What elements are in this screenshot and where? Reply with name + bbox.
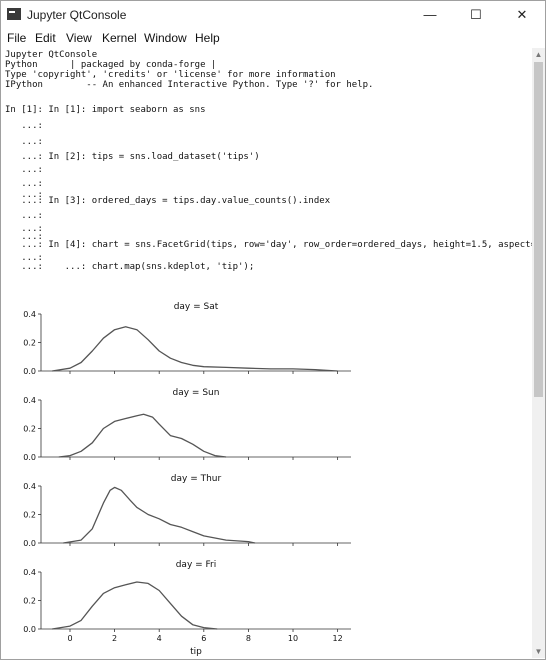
banner-line: Type 'copyright', 'credits' or 'license'… xyxy=(5,70,336,80)
console-line: ...: In [3]: ordered_days = tips.day.val… xyxy=(5,196,331,206)
scrollbar-thumb[interactable] xyxy=(534,62,543,397)
panel-title: day = Thur xyxy=(171,474,222,484)
scroll-down-icon[interactable]: ▼ xyxy=(534,647,543,656)
vertical-scrollbar[interactable]: ▲ ▼ xyxy=(532,48,545,658)
kde-curve xyxy=(58,413,227,458)
panel-title: day = Sun xyxy=(173,388,220,398)
kde-curve xyxy=(63,486,256,544)
console-line: ...: xyxy=(5,137,43,147)
console-line: ...: xyxy=(5,165,43,175)
banner-line: Jupyter QtConsole xyxy=(5,50,98,60)
console-line: ...: xyxy=(5,253,43,263)
console-line: ...: xyxy=(5,224,43,234)
x-tick-label: 10 xyxy=(288,634,298,643)
panel-title: day = Sat xyxy=(174,302,219,312)
menu-help[interactable]: Help xyxy=(195,31,220,45)
console-line: ...: xyxy=(5,232,43,242)
y-tick-label: 0.4 xyxy=(23,482,36,491)
banner-line: IPython -- An enhanced Interactive Pytho… xyxy=(5,80,374,90)
console-line: ...: xyxy=(5,190,43,200)
console-line: ...: xyxy=(5,121,43,131)
kde-curve xyxy=(52,581,218,630)
console-output[interactable]: Jupyter QtConsole Python | packaged by c… xyxy=(2,48,532,658)
x-tick-label: 12 xyxy=(333,634,343,643)
console-line: In [1]: In [1]: import seaborn as sns xyxy=(5,105,206,115)
scroll-up-icon[interactable]: ▲ xyxy=(534,50,543,59)
kde-curve xyxy=(52,326,338,372)
maximize-button[interactable]: ☐ xyxy=(470,7,482,22)
close-button[interactable]: ✕ xyxy=(516,7,528,22)
y-tick-label: 0.2 xyxy=(23,511,36,520)
y-tick-label: 0.2 xyxy=(23,339,36,348)
banner-line: Python | packaged by conda-forge | xyxy=(5,60,217,70)
minimize-button[interactable]: — xyxy=(423,7,437,22)
console-line: ...: In [2]: tips = sns.load_dataset('ti… xyxy=(5,152,260,162)
y-tick-label: 0.4 xyxy=(23,568,36,577)
y-tick-label: 0.4 xyxy=(23,396,36,405)
console-line: ...: In [4]: chart = sns.FacetGrid(tips,… xyxy=(5,240,532,250)
title-bar[interactable]: Jupyter QtConsole — ☐ ✕ xyxy=(1,1,545,29)
console-line: ...: ...: chart.map(sns.kdeplot, 'tip'); xyxy=(5,262,255,272)
menu-kernel[interactable]: Kernel xyxy=(102,31,137,45)
y-tick-label: 0.0 xyxy=(23,367,36,376)
y-tick-label: 0.0 xyxy=(23,539,36,548)
window-title: Jupyter QtConsole xyxy=(27,8,127,22)
y-tick-label: 0.2 xyxy=(23,425,36,434)
menu-bar: File Edit View Kernel Window Help xyxy=(1,29,545,47)
panel-title: day = Fri xyxy=(176,560,217,570)
y-tick-label: 0.0 xyxy=(23,453,36,462)
y-tick-label: 0.2 xyxy=(23,597,36,606)
x-tick-label: 4 xyxy=(157,634,162,643)
x-tick-label: 8 xyxy=(246,634,251,643)
x-tick-label: 0 xyxy=(67,634,72,643)
x-axis-label: tip xyxy=(190,647,202,656)
menu-view[interactable]: View xyxy=(66,31,92,45)
console-line: ...: xyxy=(5,211,43,221)
facet-grid-plot: day = Sat 0.0 0.2 0.4 day = Sun 0.0 0.2 0.4 day … xyxy=(23,302,351,656)
x-tick-label: 2 xyxy=(112,634,117,643)
menu-edit[interactable]: Edit xyxy=(35,31,56,45)
x-tick-label: 6 xyxy=(201,634,206,643)
console-app-icon xyxy=(7,8,21,20)
y-tick-label: 0.4 xyxy=(23,310,36,319)
console-line: ...: xyxy=(5,179,43,189)
menu-window[interactable]: Window xyxy=(144,31,187,45)
y-tick-label: 0.0 xyxy=(23,625,36,634)
menu-file[interactable]: File xyxy=(7,31,27,45)
